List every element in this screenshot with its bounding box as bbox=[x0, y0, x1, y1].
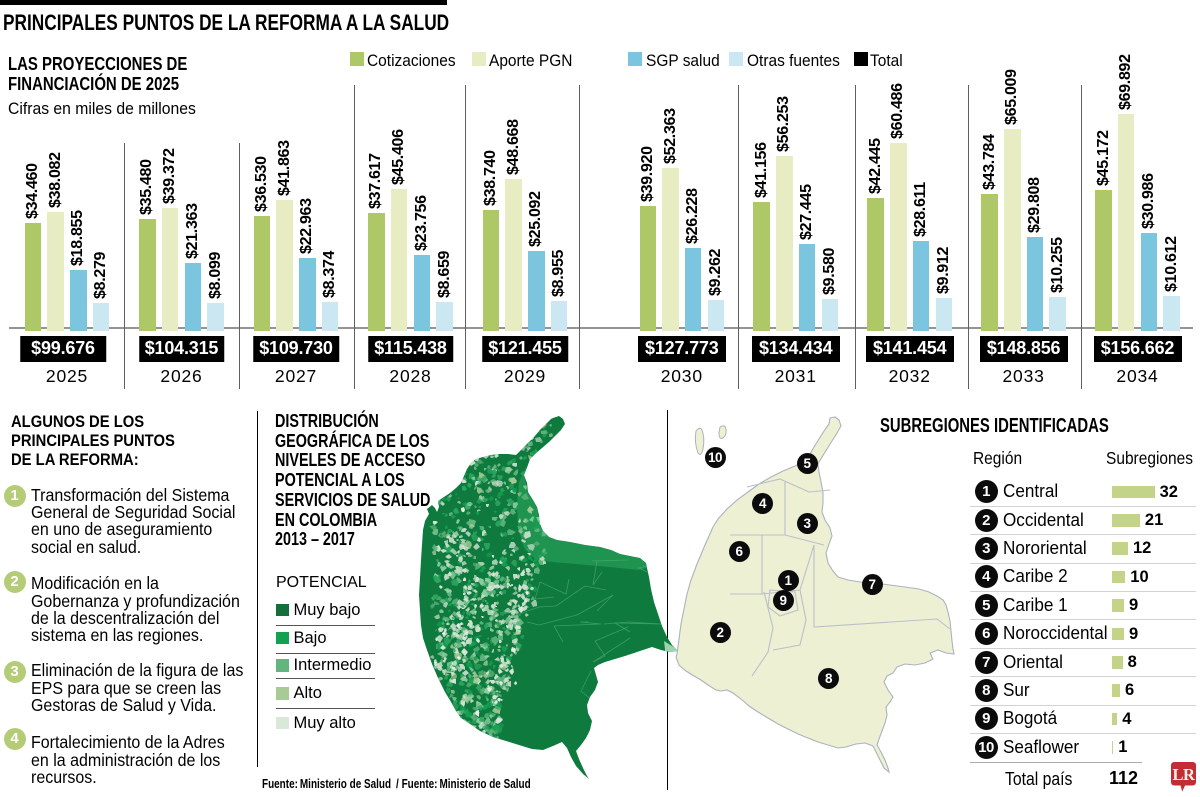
svg-text:LR: LR bbox=[1173, 765, 1197, 784]
